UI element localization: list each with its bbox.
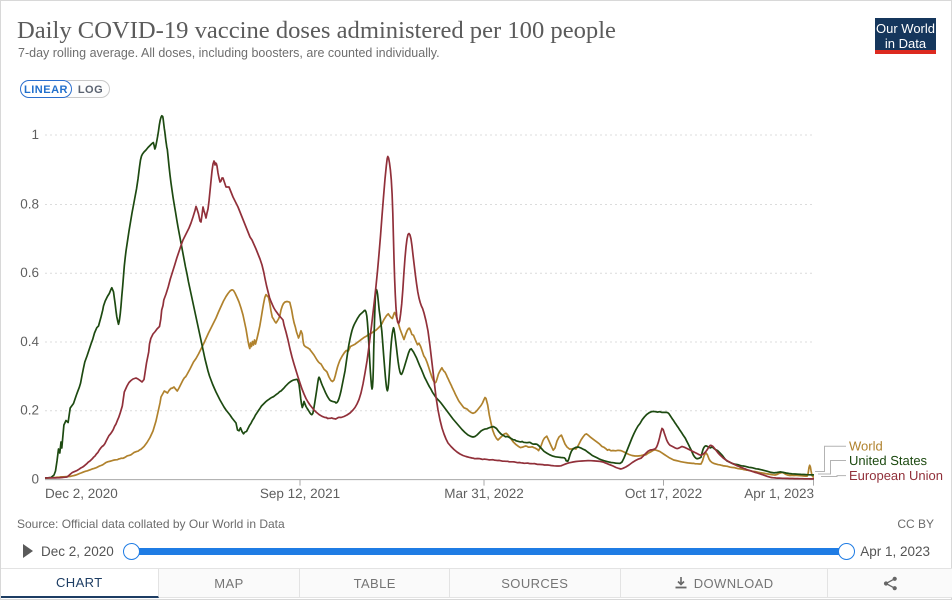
svg-text:0.4: 0.4 [20,334,39,349]
svg-text:0.6: 0.6 [20,265,39,280]
svg-text:0.8: 0.8 [20,197,39,212]
svg-text:0.2: 0.2 [20,403,39,418]
svg-text:United States: United States [849,453,928,468]
svg-text:World: World [849,439,883,454]
svg-text:0: 0 [31,472,39,487]
svg-text:Oct 17, 2022: Oct 17, 2022 [625,486,702,501]
svg-text:1: 1 [31,127,39,142]
svg-text:Dec 2, 2020: Dec 2, 2020 [45,486,118,501]
svg-text:Mar 31, 2022: Mar 31, 2022 [444,486,524,501]
svg-text:Apr 1, 2023: Apr 1, 2023 [744,486,814,501]
svg-text:European Union: European Union [849,468,943,483]
svg-text:Sep 12, 2021: Sep 12, 2021 [260,486,340,501]
